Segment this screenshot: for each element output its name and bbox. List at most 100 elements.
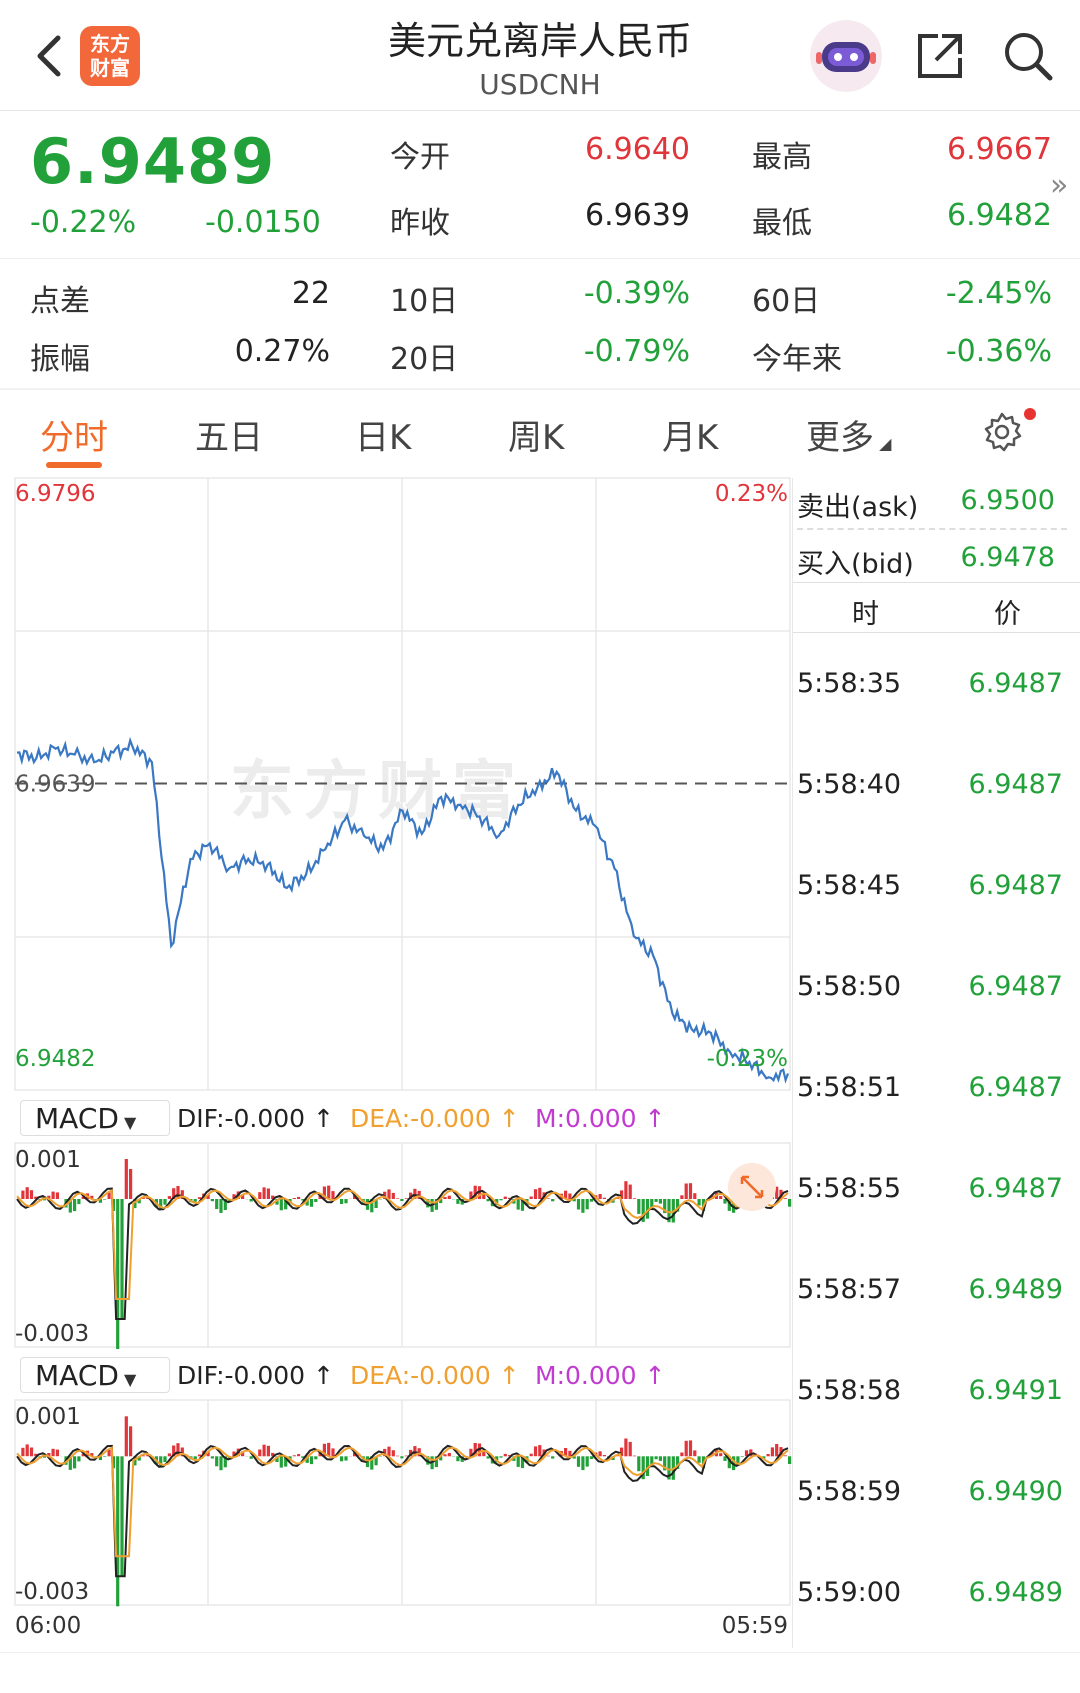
divider xyxy=(793,582,1080,583)
macd2-hist-bar xyxy=(21,1448,24,1456)
macd2-hist-bar xyxy=(590,1456,593,1459)
assistant-robot-icon[interactable] xyxy=(810,20,882,92)
macd1-hist-bar xyxy=(26,1187,29,1199)
spread-label: 点差 xyxy=(30,276,90,320)
macd-2-dea: DEA:-0.000 ↑ xyxy=(350,1361,520,1390)
back-icon[interactable] xyxy=(30,28,70,84)
macd2-hist-bar xyxy=(637,1456,640,1471)
macd2-hist-bar xyxy=(73,1456,76,1468)
macd1-hist-bar xyxy=(655,1199,658,1202)
macd2-hist-bar xyxy=(784,1455,787,1456)
macd2-hist-bar xyxy=(568,1451,571,1457)
tick-time: 5:58:55 xyxy=(797,1173,901,1204)
macd1-hist-bar xyxy=(263,1187,266,1199)
macd1-hist-bar xyxy=(517,1199,520,1210)
macd2-hist-bar xyxy=(120,1456,123,1576)
tab-monthly-k[interactable]: 月K xyxy=(662,410,718,459)
tick-time: 5:58:57 xyxy=(797,1274,901,1305)
macd1-hist-bar xyxy=(788,1199,791,1207)
macd2-hist-bar xyxy=(396,1456,399,1457)
panel-divider xyxy=(792,478,793,1648)
macd2-hist-bar xyxy=(655,1456,658,1459)
macd2-hist-bar xyxy=(129,1426,132,1456)
intraday-chart[interactable]: 6.9796 6.9482 6.9639 0.23% -0.23% 0.001 … xyxy=(0,475,1080,1635)
prev-close-label: 6.9639 xyxy=(15,772,95,798)
low-label: 最低 xyxy=(752,198,812,242)
tick-price: 6.9491 xyxy=(903,1375,1063,1406)
share-icon[interactable] xyxy=(912,28,968,84)
search-icon[interactable] xyxy=(1000,28,1056,84)
tick-time: 5:59:00 xyxy=(797,1577,901,1608)
tick-price: 6.9487 xyxy=(903,870,1063,901)
tick-time: 5:58:50 xyxy=(797,971,901,1002)
gear-icon[interactable] xyxy=(980,410,1024,454)
macd2-hist-bar xyxy=(280,1456,283,1467)
macd2-hist-bar xyxy=(771,1447,774,1456)
macd1-hist-bar xyxy=(568,1194,571,1200)
macd1-hist-bar xyxy=(392,1193,395,1199)
tab-more[interactable]: 更多 ◢ xyxy=(806,410,891,459)
tab-intraday[interactable]: 分时 xyxy=(40,410,108,459)
macd1-hist-bar xyxy=(456,1199,459,1204)
macd1-hist-bar xyxy=(581,1199,584,1213)
macd2-hist-bar xyxy=(310,1456,313,1464)
tick-price: 6.9487 xyxy=(903,668,1063,699)
macd2-hist-bar xyxy=(211,1456,214,1458)
macd2-hist-bar xyxy=(448,1453,451,1456)
macd2-hist-bar xyxy=(530,1454,533,1457)
d60-value: -2.45% xyxy=(880,276,1052,311)
macd1-hist-bar xyxy=(693,1193,696,1199)
divider xyxy=(0,388,1080,390)
macd1-hist-bar xyxy=(629,1185,632,1199)
macd-1-top-label: 0.001 xyxy=(15,1147,81,1173)
expand-arrow-icon[interactable]: » xyxy=(1050,168,1068,203)
amplitude-label: 振幅 xyxy=(30,334,90,378)
macd2-hist-bar xyxy=(775,1444,778,1456)
macd2-hist-bar xyxy=(250,1456,253,1459)
macd-2-m: M:0.000 ↑ xyxy=(535,1361,665,1390)
macd1-hist-bar xyxy=(52,1192,55,1199)
macd1-hist-bar xyxy=(689,1183,692,1199)
macd2-hist-bar xyxy=(685,1441,688,1457)
macd1-hist-bar xyxy=(698,1199,701,1205)
fullscreen-icon[interactable] xyxy=(728,1163,776,1211)
macd1-hist-bar xyxy=(603,1198,606,1199)
macd1-hist-bar xyxy=(125,1159,128,1199)
high-label: 最高 xyxy=(752,132,812,176)
macd1-hist-bar xyxy=(624,1181,627,1199)
chevron-down-icon: ▼ xyxy=(119,1370,136,1389)
low-value: 6.9482 xyxy=(880,198,1052,233)
tab-weekly-k[interactable]: 周K xyxy=(508,410,564,459)
macd2-hist-bar xyxy=(314,1456,317,1459)
tick-time: 5:58:45 xyxy=(797,870,901,901)
macd-1-selector[interactable]: MACD ▼ xyxy=(20,1100,170,1136)
macd1-hist-bar xyxy=(448,1196,451,1199)
macd1-hist-bar xyxy=(530,1197,533,1200)
macd2-hist-bar xyxy=(767,1454,770,1456)
brand-logo: 东方 财富 xyxy=(80,26,140,86)
high-value: 6.9667 xyxy=(880,132,1052,167)
macd2-hist-bar xyxy=(499,1456,502,1457)
ytd-value: -0.36% xyxy=(880,334,1052,369)
bottom-comment-bar xyxy=(0,1652,1080,1693)
macd1-hist-bar xyxy=(633,1198,636,1199)
macd-2-selector[interactable]: MACD ▼ xyxy=(20,1357,170,1393)
macd2-hist-bar xyxy=(443,1454,446,1456)
macd2-hist-bar xyxy=(108,1450,111,1456)
macd1-hist-bar xyxy=(250,1199,253,1202)
macd1-hist-bar xyxy=(56,1192,59,1199)
macd2-hist-bar xyxy=(624,1439,627,1457)
macd1-hist-bar xyxy=(120,1199,123,1319)
tab-daily-k[interactable]: 日K xyxy=(355,410,411,459)
macd1-hist-bar xyxy=(280,1199,283,1210)
macd1-hist-bar xyxy=(297,1197,300,1199)
macd1-hist-bar xyxy=(685,1184,688,1200)
macd2-hist-bar xyxy=(52,1449,55,1456)
macd2-hist-bar xyxy=(26,1444,29,1456)
macd2-hist-bar xyxy=(258,1450,261,1457)
tab-five-day[interactable]: 五日 xyxy=(195,410,263,459)
